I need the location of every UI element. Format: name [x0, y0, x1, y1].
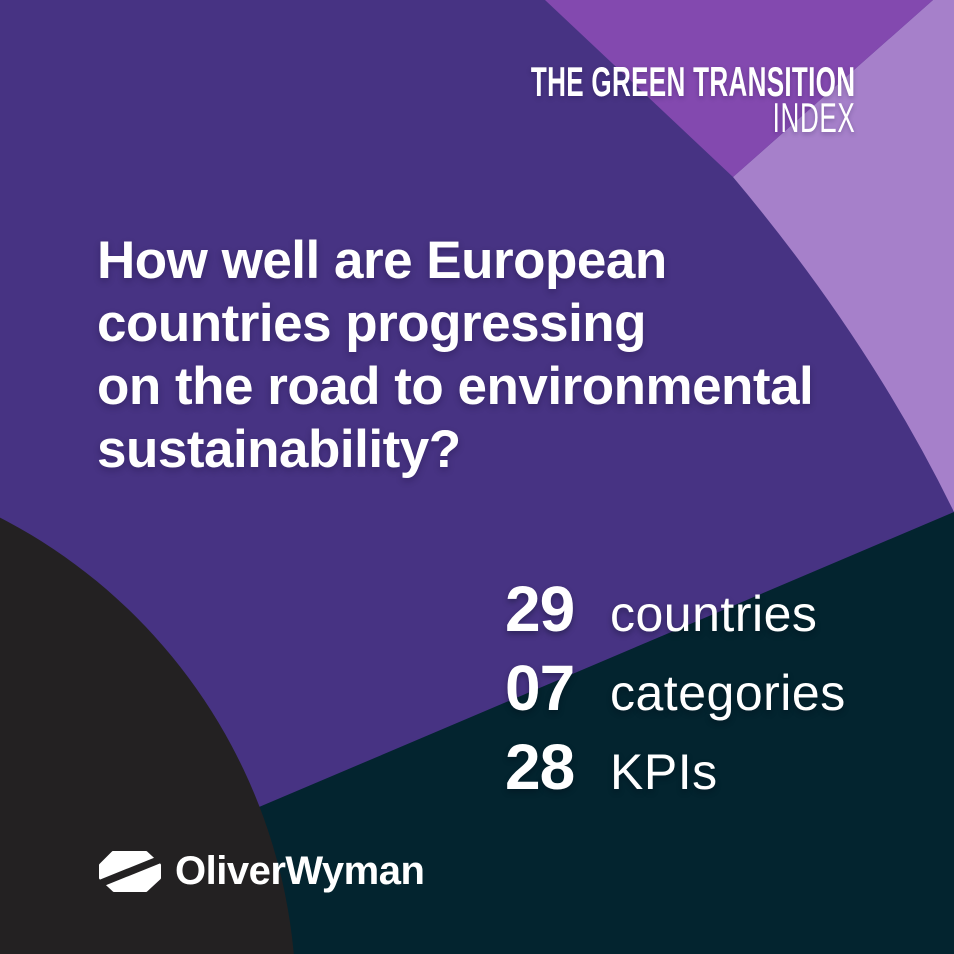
- logo-wordmark: OliverWyman: [175, 849, 425, 893]
- stat-row-categories: 07 categories: [505, 649, 846, 728]
- stats-block: 29 countries 07 categories 28 KPIs: [505, 570, 846, 807]
- oliver-wyman-mark-icon: [99, 851, 161, 892]
- light-purple-panel: [733, 0, 954, 512]
- headline-line: How well are European: [97, 231, 667, 290]
- index-title: THE GREEN TRANSITION INDEX: [332, 58, 855, 141]
- index-title-line1: THE GREEN TRANSITION: [530, 58, 855, 105]
- stat-label: countries: [610, 586, 818, 642]
- stat-value: 07: [505, 652, 575, 724]
- headline-line: on the road to environmental: [97, 357, 814, 416]
- logo-slash: [99, 855, 161, 888]
- headline-line: sustainability?: [97, 420, 461, 479]
- headline-line: countries progressing: [97, 294, 647, 353]
- stat-value: 29: [505, 573, 575, 645]
- headline: How well are European countries progress…: [97, 229, 814, 481]
- stat-row-countries: 29 countries: [505, 570, 846, 649]
- stat-row-kpis: 28 KPIs: [505, 728, 846, 807]
- stat-label: KPIs: [610, 744, 718, 800]
- stat-value: 28: [505, 731, 575, 803]
- index-title-line2: INDEX: [772, 94, 855, 141]
- black-circle: [0, 517, 294, 954]
- oliver-wyman-logo: OliverWyman: [99, 849, 425, 893]
- stat-label: categories: [610, 665, 846, 721]
- medium-purple-triangle: [545, 0, 933, 177]
